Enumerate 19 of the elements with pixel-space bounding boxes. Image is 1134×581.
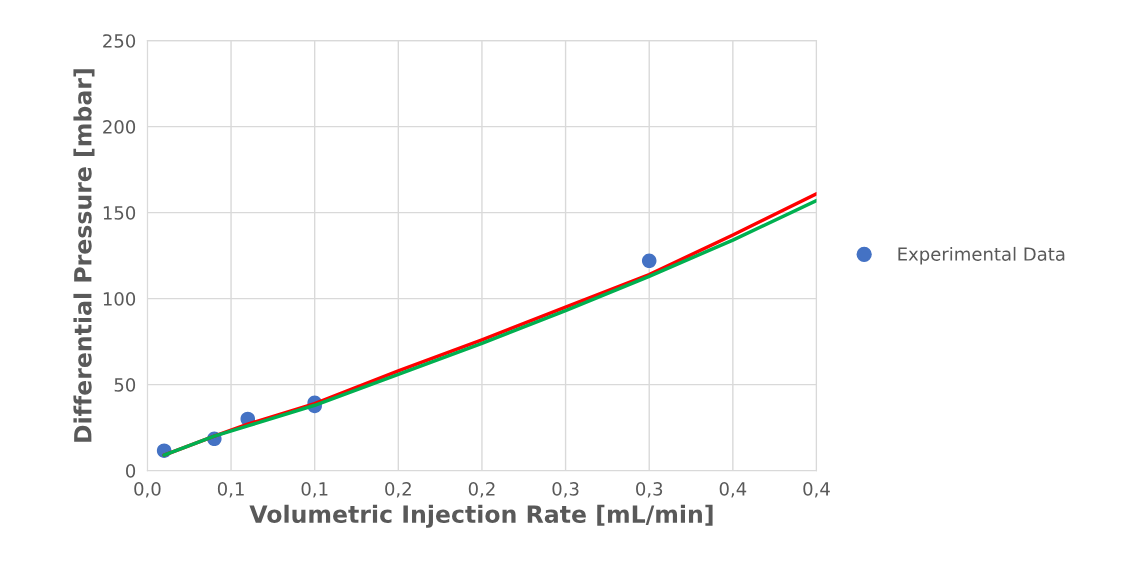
y-tick-label: 0 [126,464,136,478]
x-axis-title: Volumetric Injection Rate [mL/min] [249,504,713,528]
point [641,253,657,269]
x-tick-label: 0,2 [468,482,495,498]
x-tick-label: 0,4 [719,482,747,498]
x-tick-label: 0,2 [385,482,411,498]
y-tick-label: 250 [103,34,136,48]
x-tick-label: 0,1 [301,482,328,498]
y-tick-label: 200 [103,120,136,134]
x-tick-label: 0,3 [636,482,663,498]
x-tick-label: 0,3 [552,482,579,498]
y-axis-title: Differential Pressure [mbar] [73,69,95,442]
y-tick-label: 50 [114,378,136,392]
y-tick-label: 150 [103,206,136,220]
x-tick-label: 0,0 [134,482,161,498]
x-tick-label: 0,1 [217,482,244,498]
legend-label: Experimental Data [898,246,1065,265]
x-tick-label: 0,4 [803,482,830,498]
y-tick-label: 100 [103,292,136,306]
